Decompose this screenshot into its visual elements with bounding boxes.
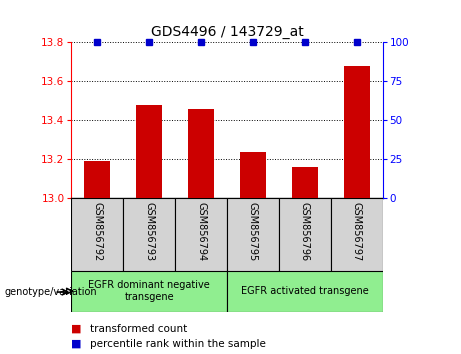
Bar: [227, 271, 383, 312]
Bar: [124, 198, 175, 271]
Text: ■: ■: [71, 339, 82, 349]
Bar: [227, 198, 279, 271]
Bar: [84, 161, 110, 198]
Bar: [331, 198, 383, 271]
Text: GSM856793: GSM856793: [144, 202, 154, 261]
Text: GSM856794: GSM856794: [196, 202, 206, 261]
Bar: [279, 198, 331, 271]
Text: GSM856795: GSM856795: [248, 202, 258, 261]
Bar: [71, 198, 124, 271]
Bar: [136, 105, 162, 198]
Text: transformed count: transformed count: [90, 324, 187, 333]
Text: GSM856797: GSM856797: [352, 202, 362, 261]
Text: ■: ■: [71, 324, 82, 333]
Bar: [344, 66, 370, 198]
Title: GDS4496 / 143729_at: GDS4496 / 143729_at: [151, 25, 303, 39]
Bar: [292, 167, 318, 198]
Text: genotype/variation: genotype/variation: [5, 287, 97, 297]
Text: GSM856796: GSM856796: [300, 202, 310, 261]
Text: GSM856792: GSM856792: [92, 202, 102, 261]
Bar: [240, 152, 266, 198]
Bar: [188, 109, 214, 198]
Bar: [175, 198, 227, 271]
Text: percentile rank within the sample: percentile rank within the sample: [90, 339, 266, 349]
Bar: [71, 271, 227, 312]
Text: EGFR activated transgene: EGFR activated transgene: [241, 286, 369, 296]
Text: EGFR dominant negative
transgene: EGFR dominant negative transgene: [89, 280, 210, 302]
